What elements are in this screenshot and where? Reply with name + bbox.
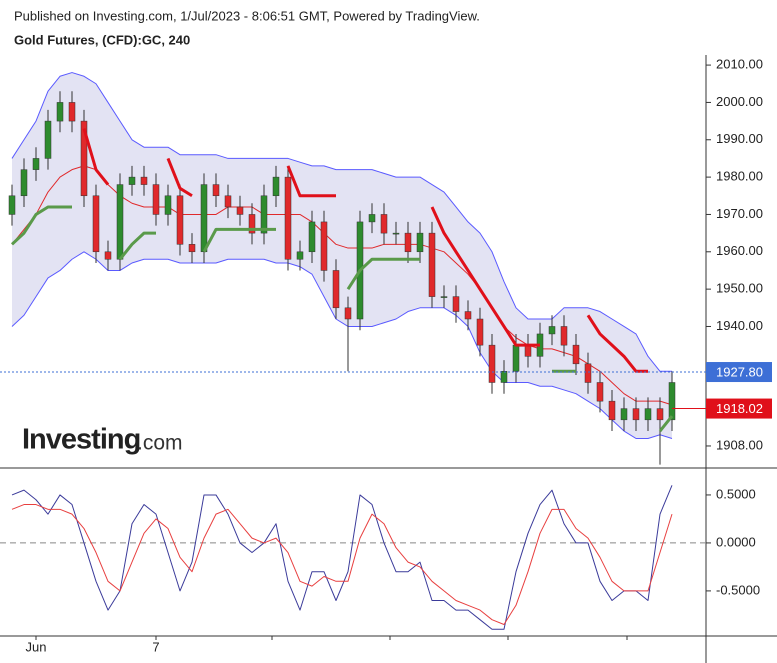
candle-body: [92, 195, 100, 253]
candle-body: [284, 176, 292, 260]
x-tick-label: 7: [152, 639, 159, 654]
candle-body: [380, 214, 388, 234]
candle-body: [272, 176, 280, 197]
candle-body: [404, 232, 412, 253]
candle-body: [608, 400, 616, 421]
candle-body: [596, 382, 604, 402]
trail-line: [82, 128, 648, 373]
panes: 1908.00 1940.00 1950.00 1960.00 1970.00 1980.…: [0, 55, 777, 663]
y-tick-label: 2010.00: [716, 57, 763, 72]
candle-body: [56, 102, 64, 122]
candle-body: [152, 184, 160, 215]
price-badge: [706, 362, 772, 383]
x-tick-label: Jun: [26, 639, 47, 654]
candle-body: [476, 318, 484, 346]
candle-body: [248, 214, 256, 234]
candle-body: [128, 176, 136, 185]
candle-body: [368, 214, 376, 223]
candle-body: [500, 371, 508, 383]
candle-body: [656, 408, 664, 421]
y-tick-label: 1980.00: [716, 169, 763, 184]
candle-body: [344, 307, 352, 320]
candle-body: [632, 408, 640, 421]
candle-body: [668, 382, 676, 421]
candle-body: [440, 296, 448, 298]
candle-body: [392, 232, 400, 235]
y-tick-label: 1940.00: [716, 318, 763, 333]
oscillator-line: [11, 485, 673, 630]
candle-body: [80, 120, 88, 197]
candle-body: [572, 344, 580, 365]
candle-body: [512, 344, 520, 372]
candle-body: [416, 232, 424, 253]
candle-body: [332, 270, 340, 309]
oscillator-line: [11, 504, 673, 625]
price-badge-label: 1918.02: [716, 401, 763, 416]
candle-body: [188, 244, 196, 253]
y-tick-label: 1908.00: [716, 437, 763, 452]
y-tick-label: 1950.00: [716, 281, 763, 296]
candle-body: [428, 232, 436, 297]
candle-body: [104, 251, 112, 260]
candle-body: [308, 221, 316, 253]
candle-body: [644, 408, 652, 421]
y-tick-label: 1990.00: [716, 131, 763, 146]
candle-body: [20, 169, 28, 197]
candle-body: [164, 195, 172, 215]
candle-body: [140, 176, 148, 185]
symbol-title: Gold Futures, (CFD):GC, 240: [14, 32, 190, 47]
y-tick-label: 1960.00: [716, 243, 763, 258]
candle-body: [8, 195, 16, 215]
candle-body: [224, 195, 232, 208]
price-badge-label: 1927.80: [716, 364, 763, 379]
published-note: Published on Investing.com, 1/Jul/2023 -…: [14, 8, 480, 23]
candle-body: [584, 363, 592, 383]
candle-body: [548, 326, 556, 335]
band-upper: [11, 72, 672, 372]
candle-body: [320, 221, 328, 271]
candle-body: [260, 195, 268, 234]
candle-body: [488, 344, 496, 383]
candle-body: [296, 251, 304, 260]
candle-body: [560, 326, 568, 346]
candle-body: [464, 311, 472, 320]
band-fill: [12, 72, 672, 439]
candle-body: [452, 296, 460, 312]
logo-suffix: .com: [137, 432, 183, 455]
trail-line: [10, 205, 674, 432]
candle-body: [44, 120, 52, 159]
y-tick-label: 0.5000: [716, 486, 756, 501]
y-tick-label: 0.0000: [716, 534, 756, 549]
y-tick-label: 2000.00: [716, 94, 763, 109]
candle-body: [68, 102, 76, 122]
candle-body: [176, 195, 184, 245]
y-tick-label: -0.5000: [716, 582, 760, 597]
band-lower: [11, 251, 673, 439]
candle-body: [32, 158, 40, 170]
candle-body: [116, 184, 124, 260]
logo-brand: Investing: [22, 424, 140, 456]
candle-body: [524, 344, 532, 357]
candle-body: [236, 206, 244, 215]
price-badge: [706, 398, 772, 419]
candle-body: [620, 408, 628, 421]
candle-body: [200, 184, 208, 253]
y-tick-label: 1970.00: [716, 206, 763, 221]
candle-body: [212, 184, 220, 197]
